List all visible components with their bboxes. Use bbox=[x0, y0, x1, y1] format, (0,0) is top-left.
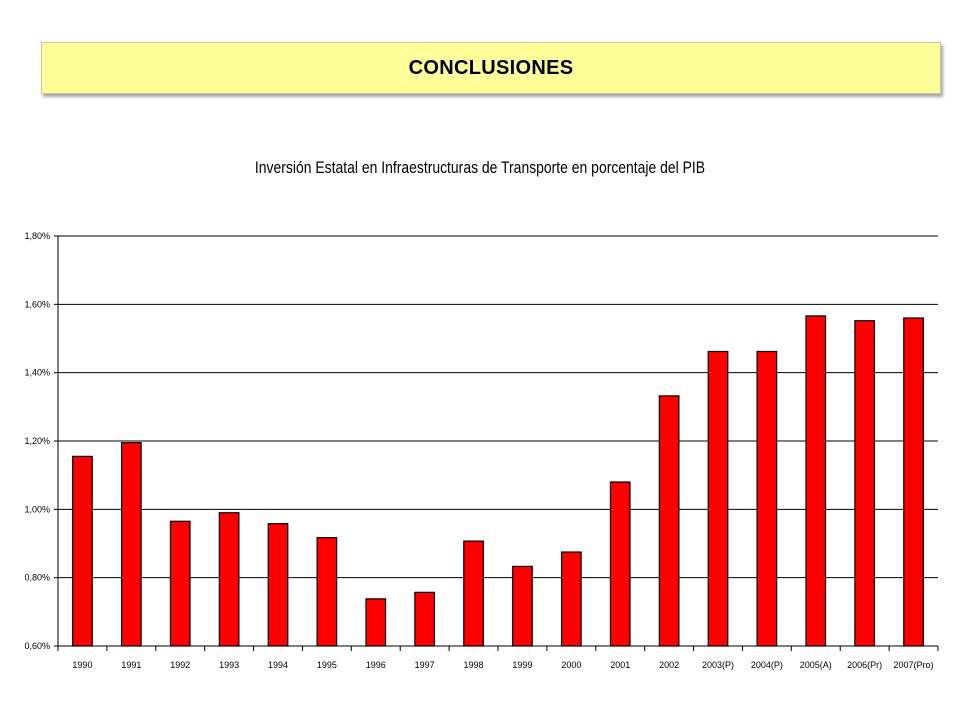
page-title: CONCLUSIONES bbox=[408, 56, 574, 79]
x-tick-label: 1998 bbox=[464, 660, 484, 670]
chart-title: Inversión Estatal en Infraestructuras de… bbox=[254, 158, 706, 177]
bar-1991 bbox=[120, 442, 142, 647]
x-tick-label: 1993 bbox=[219, 660, 239, 670]
bar-1995 bbox=[316, 537, 338, 647]
y-tick-label: 0,60% bbox=[24, 641, 50, 651]
x-tick-label: 1997 bbox=[415, 660, 435, 670]
x-tick-label: 2006(Pr) bbox=[847, 660, 882, 670]
bar-2001 bbox=[609, 481, 631, 647]
x-tick-label: 1990 bbox=[72, 660, 92, 670]
bar-2002 bbox=[658, 395, 680, 647]
bar-1994 bbox=[267, 523, 289, 647]
bar-1996 bbox=[365, 598, 387, 647]
y-tick-label: 1,60% bbox=[24, 299, 50, 309]
x-tick-label: 2002 bbox=[659, 660, 679, 670]
y-tick-label: 1,00% bbox=[24, 504, 50, 514]
x-tick-label: 2003(P) bbox=[702, 660, 734, 670]
bar-1993 bbox=[218, 512, 240, 647]
x-tick-label: 1994 bbox=[268, 660, 288, 670]
x-tick-label: 1996 bbox=[366, 660, 386, 670]
bar-2004(P) bbox=[756, 350, 778, 647]
bar-1999 bbox=[512, 565, 533, 647]
x-tick-label: 1992 bbox=[170, 660, 190, 670]
x-tick-label: 2005(A) bbox=[800, 660, 832, 670]
bar-2000 bbox=[560, 551, 582, 647]
x-tick-label: 1995 bbox=[317, 660, 337, 670]
bar-1998 bbox=[463, 540, 484, 647]
bar-2003(P) bbox=[707, 350, 729, 647]
y-tick-label: 1,40% bbox=[24, 368, 50, 378]
bar-1990 bbox=[72, 455, 93, 647]
bar-2005(A) bbox=[805, 315, 827, 647]
bar-1997 bbox=[414, 591, 436, 647]
x-tick-label: 2000 bbox=[561, 660, 581, 670]
y-tick-label: 1,20% bbox=[24, 436, 50, 446]
y-tick-label: 0,80% bbox=[24, 573, 50, 583]
x-tick-label: 2001 bbox=[610, 660, 630, 670]
bar-2007(Pro) bbox=[903, 317, 924, 647]
x-tick-label: 1999 bbox=[512, 660, 532, 670]
y-tick-label: 1,80% bbox=[24, 231, 50, 241]
x-tick-label: 1991 bbox=[121, 660, 141, 670]
bar-2006(Pr) bbox=[854, 320, 876, 647]
x-tick-label: 2004(P) bbox=[751, 660, 783, 670]
conclusiones-banner: CONCLUSIONES bbox=[41, 42, 941, 94]
x-tick-label: 2007(Pro) bbox=[894, 660, 934, 670]
bar-1992 bbox=[169, 520, 191, 647]
